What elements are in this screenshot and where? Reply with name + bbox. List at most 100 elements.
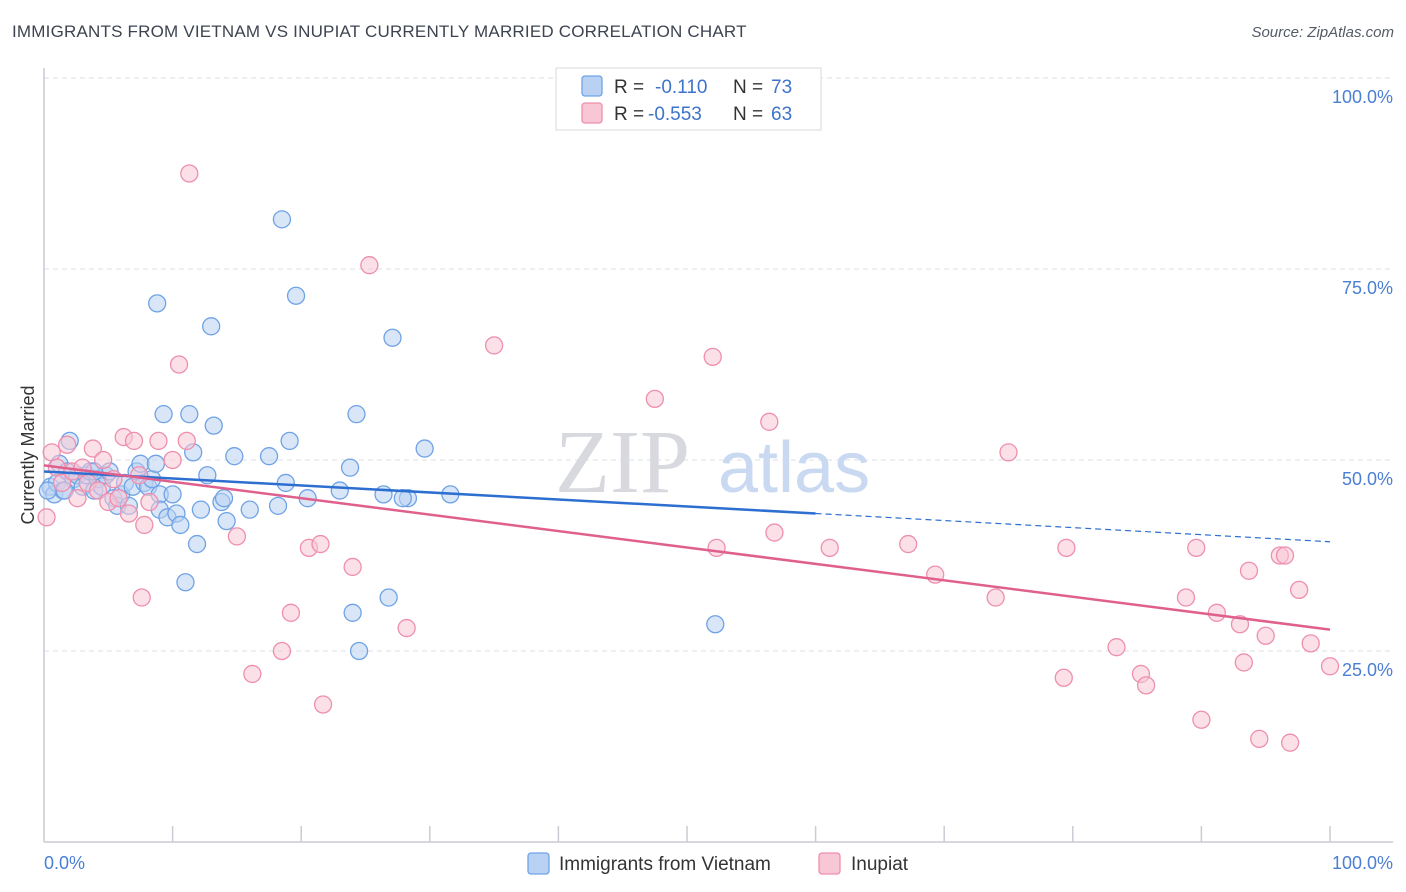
point-vietnam <box>379 588 398 607</box>
trend-lines <box>43 464 1331 631</box>
point-inupiat <box>119 504 139 523</box>
watermark-zip: ZIP <box>555 413 690 512</box>
point-vietnam <box>347 405 366 424</box>
watermark-atlas: atlas <box>718 428 870 508</box>
point-vietnam <box>240 500 259 519</box>
y-tick-label: 50.0% <box>1342 469 1393 489</box>
point-inupiat <box>765 523 784 542</box>
point-inupiat <box>227 527 247 546</box>
legend-n-value-vietnam: 73 <box>771 77 792 98</box>
legend-r-label-vietnam: R = <box>614 77 644 98</box>
point-inupiat <box>1320 657 1340 676</box>
point-inupiat <box>1136 676 1156 695</box>
point-inupiat <box>1275 546 1295 565</box>
point-vietnam <box>154 405 173 424</box>
point-vietnam <box>280 431 299 451</box>
point-inupiat <box>88 481 108 500</box>
series-legend-swatch-vietnam <box>527 852 550 875</box>
point-inupiat <box>243 664 262 684</box>
point-vietnam <box>148 294 167 313</box>
chart-source: Source: ZipAtlas.com <box>1251 24 1394 41</box>
point-vietnam <box>146 454 166 473</box>
point-inupiat <box>1176 588 1196 607</box>
point-inupiat <box>760 412 779 431</box>
point-inupiat <box>703 347 722 367</box>
point-inupiat <box>820 538 839 558</box>
point-vietnam <box>191 500 211 519</box>
point-inupiat <box>1230 615 1250 634</box>
point-inupiat <box>645 389 664 409</box>
legend-swatch-inupiat <box>581 102 603 124</box>
point-vietnam <box>268 496 288 515</box>
trend-line-inupiat <box>43 464 1331 631</box>
point-inupiat <box>343 557 362 577</box>
point-inupiat <box>109 489 128 508</box>
legend-r-value-inupiat: -0.553 <box>648 104 702 125</box>
legend-n-value-inupiat: 63 <box>771 104 792 125</box>
point-inupiat <box>1187 538 1206 558</box>
point-vietnam <box>202 317 221 336</box>
y-tick-label: 100.0% <box>1332 87 1393 107</box>
point-inupiat <box>94 450 113 470</box>
point-inupiat <box>272 641 292 661</box>
point-inupiat <box>484 336 504 355</box>
legend-r-label-inupiat: R = <box>614 104 644 125</box>
point-inupiat <box>1250 729 1269 749</box>
x-tick-label-max: 100.0% <box>1332 853 1393 873</box>
point-vietnam <box>259 447 279 466</box>
correlation-legend: R = -0.110 N = 73 R = -0.553 N = 63 <box>555 67 822 131</box>
legend-r-value-vietnam: -0.110 <box>655 77 707 98</box>
x-ticks <box>171 826 1331 842</box>
point-inupiat <box>1239 561 1259 580</box>
grid <box>44 77 1393 652</box>
point-vietnam <box>187 534 207 554</box>
point-inupiat <box>42 443 61 462</box>
point-inupiat <box>1256 626 1275 645</box>
chart-title: IMMIGRANTS FROM VIETNAM VS INUPIAT CURRE… <box>12 22 747 41</box>
point-vietnam <box>180 405 199 424</box>
point-inupiat <box>163 450 182 470</box>
point-vietnam <box>217 511 236 531</box>
trend-line-vietnam-extension <box>815 512 1331 543</box>
legend-swatch-vietnam <box>581 75 603 97</box>
point-inupiat <box>986 588 1005 607</box>
y-tick-label: 75.0% <box>1342 278 1393 298</box>
point-inupiat <box>397 618 416 638</box>
point-inupiat <box>707 538 726 558</box>
point-vietnam <box>225 447 244 466</box>
point-inupiat <box>83 439 103 458</box>
point-vietnam <box>393 489 412 508</box>
point-vietnam <box>415 439 434 458</box>
point-inupiat <box>281 603 301 622</box>
point-vietnam <box>163 485 182 504</box>
point-inupiat <box>360 256 379 275</box>
point-inupiat <box>999 443 1018 462</box>
point-inupiat <box>37 508 56 527</box>
point-inupiat <box>1289 580 1309 600</box>
series-legend-swatch-inupiat <box>818 852 841 875</box>
series-inupiat-points <box>37 164 1340 752</box>
point-inupiat <box>1301 634 1320 653</box>
series-legend: Immigrants from Vietnam Inupiat <box>527 852 909 875</box>
y-tick-label: 25.0% <box>1342 660 1393 680</box>
point-vietnam <box>340 458 360 477</box>
watermark: ZIP atlas <box>555 413 870 512</box>
point-inupiat <box>1054 668 1073 687</box>
point-inupiat <box>1280 733 1300 752</box>
x-tick-label-min: 0.0% <box>44 853 85 873</box>
point-vietnam <box>349 641 369 661</box>
legend-n-label-inupiat: N = <box>733 104 763 125</box>
point-vietnam <box>214 489 234 508</box>
point-inupiat <box>52 473 72 493</box>
point-vietnam <box>343 603 362 622</box>
point-inupiat <box>1107 638 1126 657</box>
point-vietnam <box>383 328 402 347</box>
point-inupiat <box>313 695 333 714</box>
point-vietnam <box>706 615 725 634</box>
point-inupiat <box>311 534 330 554</box>
point-inupiat <box>899 534 918 554</box>
point-inupiat <box>1234 653 1253 672</box>
series-legend-label-inupiat: Inupiat <box>851 854 909 875</box>
point-inupiat <box>180 164 199 183</box>
